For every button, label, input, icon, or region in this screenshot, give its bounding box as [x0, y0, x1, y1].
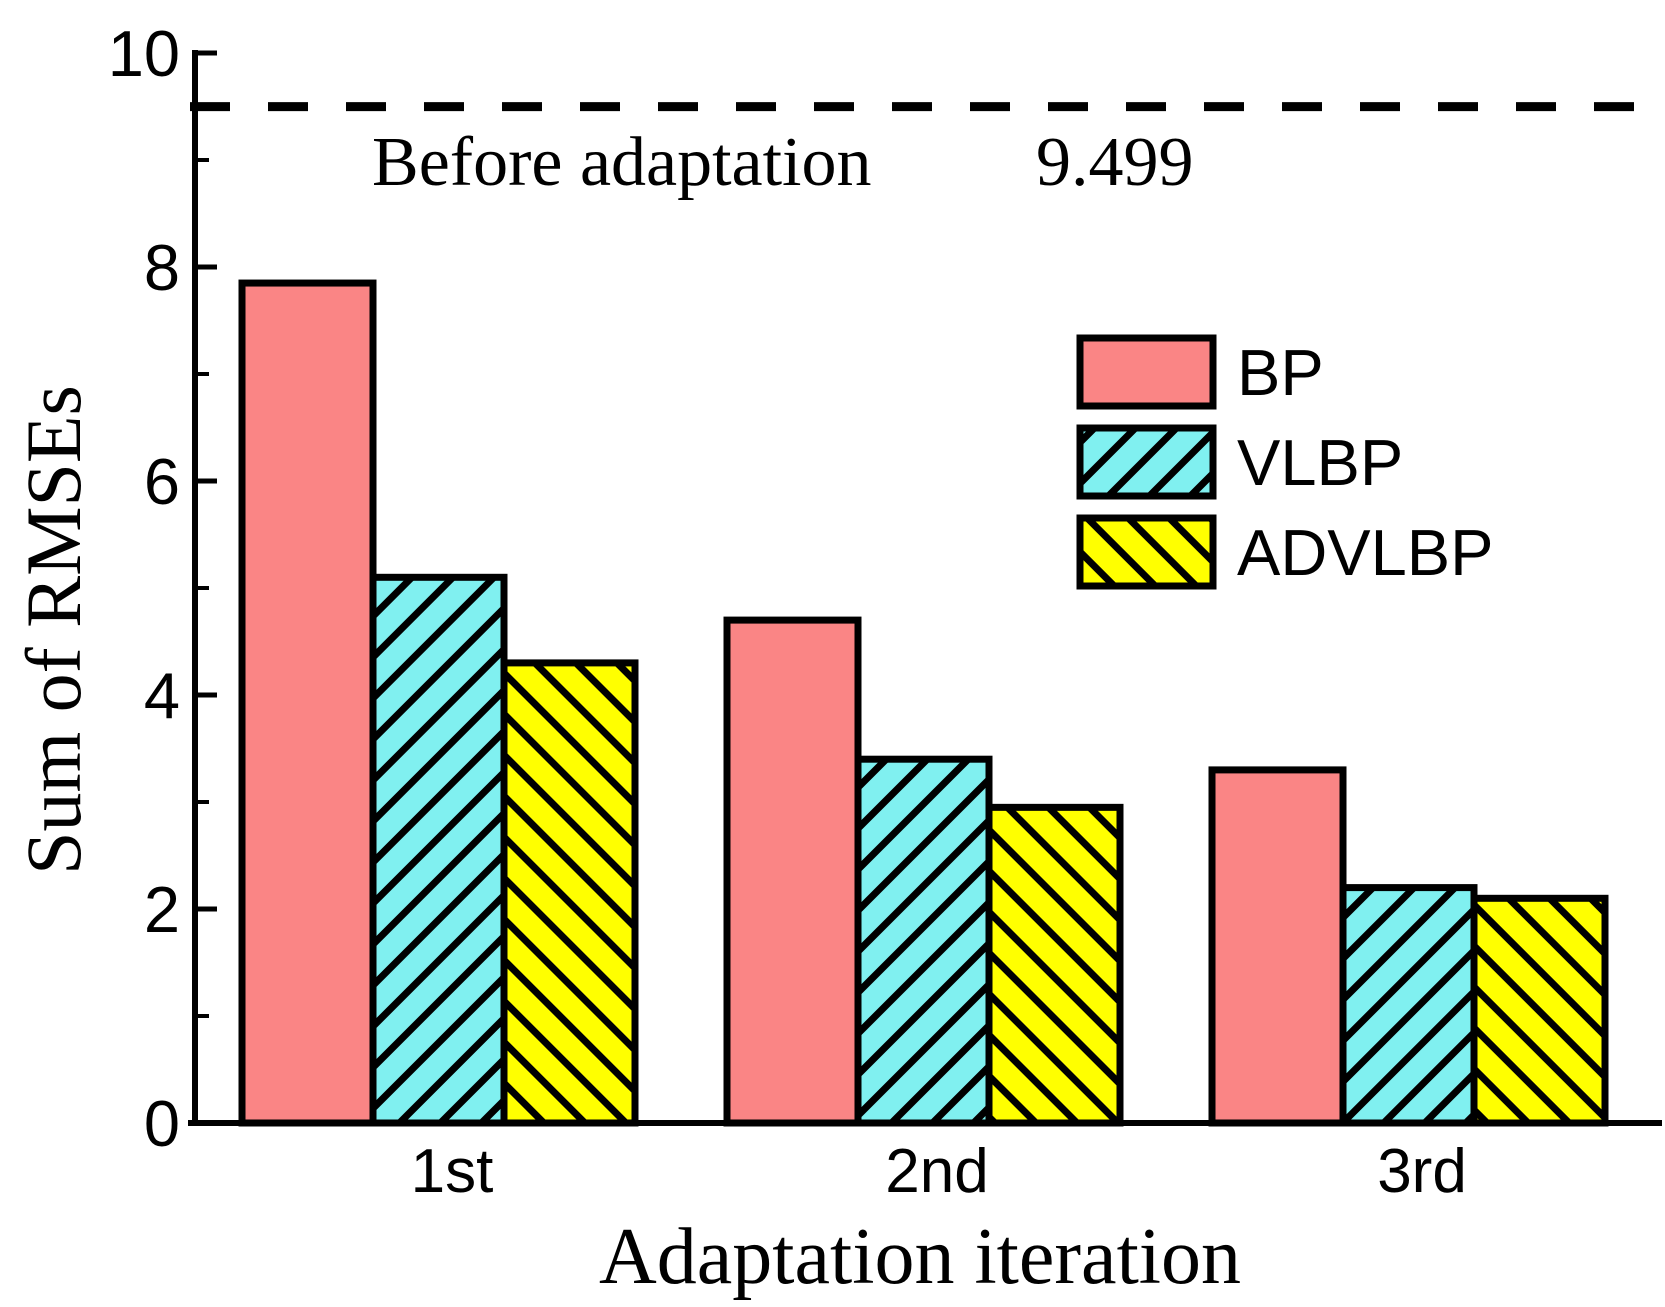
- before-adaptation-value: 9.499: [1036, 124, 1194, 201]
- x-axis-title: Adaptation iteration: [599, 1213, 1241, 1301]
- legend-swatch-bp-border: [1076, 334, 1217, 410]
- bars-layer: [238, 279, 1609, 1127]
- legend-label-vlbp: VLBP: [1237, 426, 1403, 499]
- legend-swatch-advlbp-hatch: [1080, 518, 1213, 586]
- legend-swatch-vlbp-hatch: [1080, 428, 1213, 496]
- bar-advlbp-2nd-hatch: [989, 807, 1120, 1123]
- xtick-label-2nd: 2nd: [885, 1137, 988, 1206]
- y-axis-title: Sum of RMSEs: [10, 385, 97, 875]
- bar-bp-1st: [242, 283, 373, 1123]
- bar-vlbp-2nd-hatch: [858, 759, 989, 1123]
- legend-label-advlbp: ADVLBP: [1237, 516, 1494, 589]
- ytick-label-10: 10: [108, 17, 180, 90]
- ytick-label-0: 0: [144, 1087, 180, 1160]
- xtick-label-1st: 1st: [411, 1137, 494, 1206]
- bar-vlbp-3rd-hatch: [1343, 887, 1474, 1123]
- ytick-label-4: 4: [144, 659, 180, 732]
- legend-swatches-layer: [1076, 334, 1217, 590]
- bar-bp-3rd: [1212, 769, 1343, 1123]
- legend-swatch-advlbp-border: [1076, 514, 1217, 590]
- legend-label-bp: BP: [1237, 336, 1324, 409]
- bar-bp-2nd: [727, 620, 858, 1123]
- xtick-label-3rd: 3rd: [1377, 1137, 1467, 1206]
- legend-swatch-vlbp-border: [1076, 424, 1217, 500]
- bar-vlbp-1st-hatch: [373, 577, 504, 1123]
- bar-advlbp-1st-hatch: [504, 662, 635, 1123]
- before-adaptation-label: Before adaptation: [372, 124, 872, 201]
- legend-swatch-bp: [1080, 338, 1213, 406]
- ytick-label-2: 2: [144, 873, 180, 946]
- ytick-label-8: 8: [144, 231, 180, 304]
- ytick-label-6: 6: [144, 445, 180, 518]
- axes-layer: [188, 50, 1662, 1126]
- bar-advlbp-3rd-hatch: [1474, 898, 1605, 1123]
